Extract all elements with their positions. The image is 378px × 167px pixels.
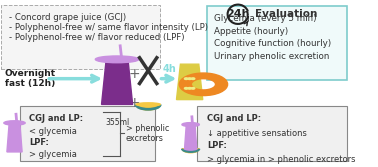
Polygon shape	[7, 123, 22, 152]
Text: - Concord grape juice (GCJ)
- Polyphenol-free w/ same flavor intensity (LP)
- Po: - Concord grape juice (GCJ) - Polyphenol…	[9, 13, 208, 42]
FancyBboxPatch shape	[197, 106, 347, 161]
Text: Glycemia (every 5 min)
Appetite (hourly)
Cognitive function (hourly)
Urinary phe: Glycemia (every 5 min) Appetite (hourly)…	[214, 14, 332, 61]
Text: 355ml: 355ml	[105, 118, 129, 127]
Wedge shape	[179, 73, 228, 96]
Text: LPF:: LPF:	[29, 138, 49, 147]
Text: > glycemia: > glycemia	[29, 149, 77, 158]
Circle shape	[191, 88, 195, 89]
Circle shape	[191, 78, 195, 79]
Text: 4h: 4h	[163, 64, 177, 74]
Text: Evaluation: Evaluation	[254, 9, 317, 19]
Ellipse shape	[4, 121, 25, 125]
Text: < glycemia: < glycemia	[29, 127, 77, 136]
Text: +: +	[129, 67, 140, 81]
Polygon shape	[184, 125, 197, 150]
Wedge shape	[136, 104, 160, 110]
Circle shape	[188, 78, 191, 79]
Text: > glycemia in > phenolic excretors: > glycemia in > phenolic excretors	[207, 155, 355, 164]
Polygon shape	[102, 59, 133, 104]
Text: ↓ appetitive sensations: ↓ appetitive sensations	[207, 129, 307, 138]
Text: 24h: 24h	[226, 9, 250, 19]
Polygon shape	[177, 64, 203, 100]
Ellipse shape	[182, 123, 199, 126]
Circle shape	[184, 78, 188, 79]
Text: CGJ and LP:: CGJ and LP:	[207, 114, 261, 123]
Text: LPF:: LPF:	[207, 141, 227, 150]
FancyBboxPatch shape	[2, 5, 160, 69]
Circle shape	[188, 88, 191, 89]
FancyBboxPatch shape	[207, 6, 347, 80]
Ellipse shape	[136, 103, 160, 106]
Text: Overnight
fast (12h): Overnight fast (12h)	[5, 69, 56, 88]
Circle shape	[184, 88, 188, 89]
Text: +: +	[129, 96, 140, 110]
Ellipse shape	[95, 56, 139, 63]
FancyBboxPatch shape	[20, 106, 155, 161]
Wedge shape	[182, 149, 199, 153]
Text: > phenolic
excretors: > phenolic excretors	[125, 124, 169, 143]
Text: CGJ and LP:: CGJ and LP:	[29, 114, 83, 123]
